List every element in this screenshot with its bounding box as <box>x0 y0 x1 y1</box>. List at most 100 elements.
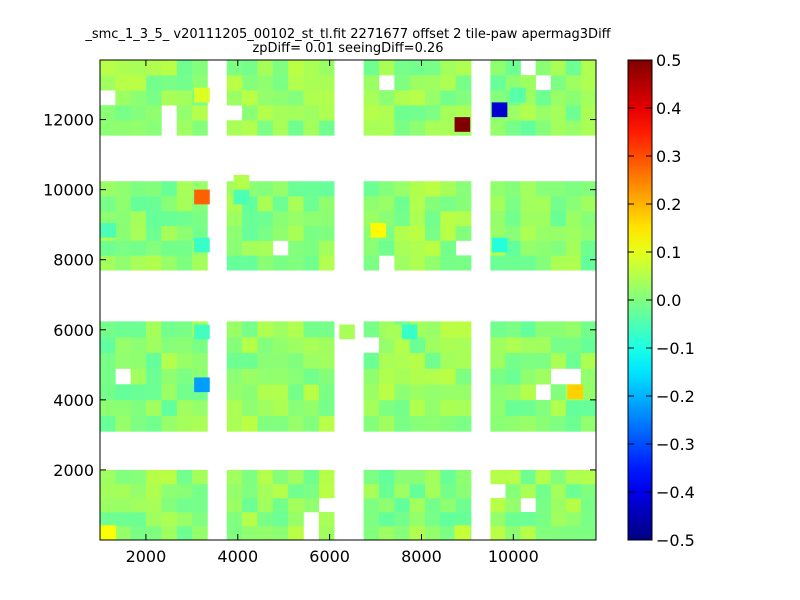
heatmap-cell <box>100 60 116 76</box>
heatmap-cell <box>505 511 521 527</box>
heatmap-cell <box>303 90 320 106</box>
heatmap-cell <box>257 415 274 432</box>
heatmap-cell <box>440 225 457 241</box>
heatmap-cell <box>146 75 162 91</box>
heatmap-cell <box>242 337 258 354</box>
heatmap-cell <box>425 415 441 432</box>
heatmap-cell <box>288 120 304 136</box>
heatmap-cell <box>455 399 472 416</box>
heatmap-cell <box>455 384 472 401</box>
heatmap-cell <box>363 525 380 541</box>
colorbar-tick-label: 0.3 <box>656 147 681 166</box>
heatmap-cell <box>535 337 552 354</box>
heatmap-cell <box>455 196 472 212</box>
heatmap-cell <box>242 105 258 121</box>
heatmap-cell <box>363 181 380 197</box>
heatmap-cell <box>161 399 178 416</box>
heatmap-cell <box>565 181 582 197</box>
heatmap-cell <box>363 255 380 271</box>
heatmap-cell <box>565 352 582 369</box>
heatmap-cell <box>130 399 147 416</box>
heatmap-cell <box>115 90 131 106</box>
heatmap-cell <box>226 483 243 499</box>
heatmap-cell <box>115 105 131 121</box>
heatmap-cell <box>288 210 304 227</box>
heatmap-cell <box>130 120 147 136</box>
heatmap-cell <box>535 240 552 256</box>
heatmap-cell <box>226 120 243 136</box>
colorbar-tick-label: 0.2 <box>656 195 681 214</box>
heatmap-cell <box>440 352 457 369</box>
y-axis: 2000 4000 6000 8000 10000 12000 <box>43 111 596 480</box>
heatmap-cell <box>378 240 395 256</box>
heatmap-cell <box>303 321 320 338</box>
heatmap-cell <box>161 497 178 513</box>
heatmap-cell <box>303 415 320 432</box>
heatmap-cell <box>550 75 567 91</box>
heatmap-cell <box>192 60 208 76</box>
heatmap-cell <box>318 75 335 91</box>
heatmap-cell <box>455 90 472 106</box>
heatmap-cell <box>115 525 131 541</box>
heatmap-cell <box>242 368 258 385</box>
heatmap-cell <box>535 181 552 197</box>
heatmap-cell <box>176 497 193 513</box>
heatmap-cell <box>550 225 567 241</box>
heatmap-cell <box>242 255 258 271</box>
heatmap-cell <box>146 352 162 369</box>
heatmap-cell <box>192 120 208 136</box>
heatmap-cell <box>505 210 521 227</box>
heatmap-cell <box>490 60 506 76</box>
heatmap-cell <box>550 105 567 121</box>
heatmap-cell <box>100 75 116 91</box>
heatmap-cell <box>580 240 597 256</box>
heatmap-cell <box>288 469 304 485</box>
heatmap-cell <box>550 240 567 256</box>
heatmap-cell <box>378 337 395 354</box>
heatmap-cell <box>272 469 289 485</box>
heatmap-cell <box>115 384 131 401</box>
heatmap-cell <box>550 321 567 338</box>
heatmap-cell <box>394 255 410 271</box>
heatmap-cell <box>146 90 162 106</box>
heatmap-cell <box>242 399 258 416</box>
heatmap-cell <box>535 497 552 513</box>
heatmap-cell <box>378 497 395 513</box>
heatmap-cell <box>272 120 289 136</box>
heatmap-cell <box>580 75 597 91</box>
heatmap-cell <box>115 469 131 485</box>
heatmap-cell <box>550 497 567 513</box>
y-tick-label: 2000 <box>53 461 94 480</box>
heatmap-cell <box>425 225 441 241</box>
heatmap-cell <box>580 337 597 354</box>
heatmap-cell <box>257 511 274 527</box>
heatmap-cell <box>272 368 289 385</box>
heatmap-cell <box>176 415 193 432</box>
heatmap-cell <box>425 210 441 227</box>
heatmap-cell <box>303 181 320 197</box>
heatmap-cell <box>226 525 243 541</box>
heatmap-outlier-cell <box>491 102 508 118</box>
heatmap-cell <box>505 181 521 197</box>
heatmap-cell <box>580 90 597 106</box>
heatmap-cell <box>115 240 131 256</box>
heatmap-cell <box>378 196 395 212</box>
heatmap-cell <box>535 415 552 432</box>
heatmap-cell <box>146 368 162 385</box>
heatmap-cell <box>226 497 243 513</box>
heatmap-cell <box>363 511 380 527</box>
heatmap-cell <box>257 90 274 106</box>
heatmap-cell <box>318 240 335 256</box>
heatmap-cell <box>303 105 320 121</box>
heatmap-cell <box>440 321 457 338</box>
heatmap-cell <box>520 255 536 271</box>
heatmap-cell <box>100 337 116 354</box>
heatmap-cell <box>440 483 457 499</box>
heatmap-cell <box>409 105 426 121</box>
heatmap-cell <box>115 255 131 271</box>
heatmap-cell <box>409 60 426 76</box>
heatmap-cell <box>363 399 380 416</box>
heatmap-cell <box>490 181 506 197</box>
heatmap-cell <box>378 469 395 485</box>
heatmap-cell <box>272 255 289 271</box>
